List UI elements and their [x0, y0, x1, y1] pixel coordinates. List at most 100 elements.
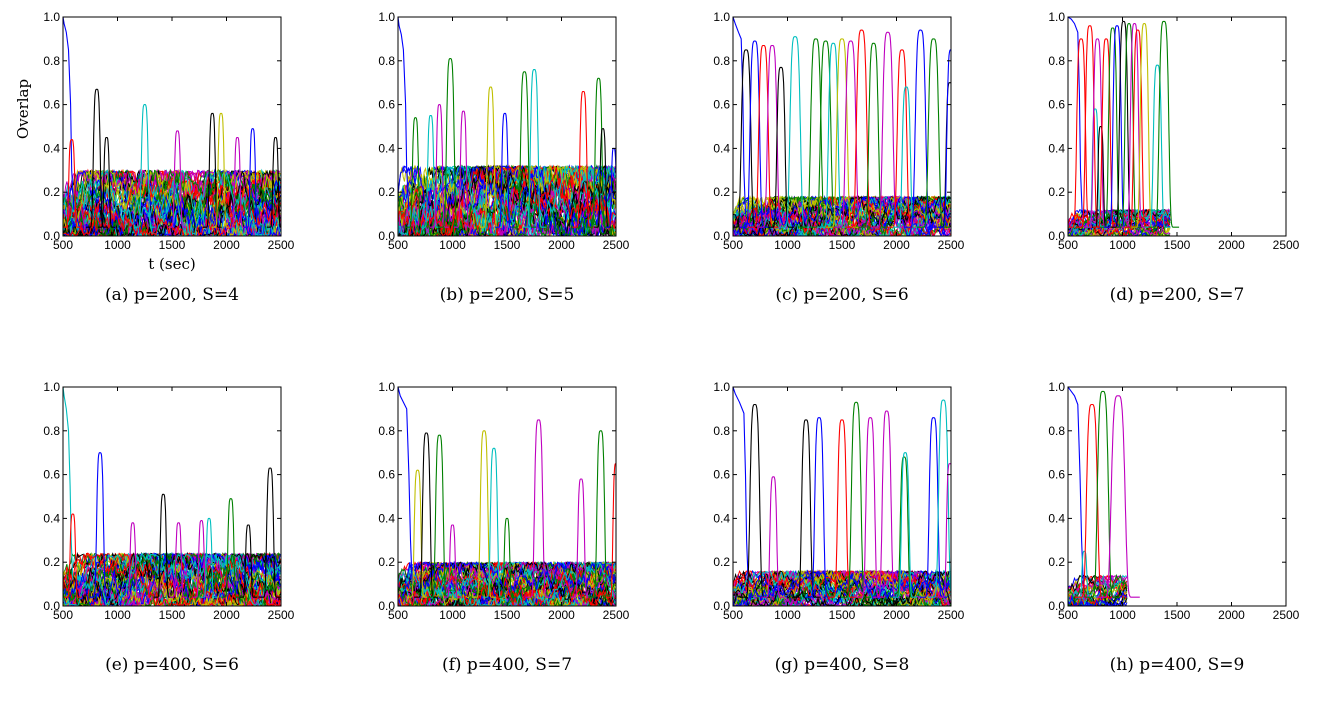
x-tick-label: 2000	[213, 238, 240, 252]
subplot-caption: (a) p=200, S=4	[105, 285, 239, 305]
y-tick-label: 0.8	[713, 424, 730, 438]
y-tick-label: 0.2	[43, 555, 60, 569]
subplot-caption: (c) p=200, S=6	[775, 285, 908, 305]
series-line	[919, 417, 948, 598]
y-tick-label: 0.8	[1048, 54, 1065, 68]
background-series-line	[63, 169, 281, 236]
y-tick-label: 0.0	[43, 229, 60, 243]
y-tick-label: 0.8	[1048, 424, 1065, 438]
series-line	[1096, 395, 1140, 598]
x-tick-label: 2500	[603, 608, 630, 622]
series-line	[903, 29, 937, 228]
x-axis-label: t (sec)	[148, 255, 195, 273]
series-line	[840, 401, 872, 598]
y-tick-label: 0.2	[713, 555, 730, 569]
plot-area	[63, 387, 281, 606]
x-tick-label: 1500	[494, 238, 521, 252]
x-tick-label: 1000	[439, 238, 466, 252]
y-tick-label: 1.0	[713, 10, 730, 24]
series-line	[421, 115, 441, 228]
series-line	[228, 136, 246, 228]
series-line	[1068, 387, 1084, 585]
x-tick-label: 1000	[104, 608, 131, 622]
series-line	[937, 49, 951, 228]
series-line	[443, 524, 462, 598]
series-line	[1116, 23, 1143, 228]
series-line	[570, 478, 592, 598]
subplot-caption: (e) p=400, S=6	[105, 655, 239, 675]
x-tick-label: 1000	[774, 238, 801, 252]
subplot-caption: (b) p=200, S=5	[440, 285, 575, 305]
plot-area	[1068, 387, 1140, 606]
y-tick-label: 1.0	[378, 10, 395, 24]
series-line	[928, 399, 951, 598]
y-tick-label: 0.2	[1048, 555, 1065, 569]
y-tick-label: 0.4	[713, 141, 730, 155]
x-tick-label: 2500	[603, 238, 630, 252]
background-series-line	[733, 195, 951, 236]
series-line	[266, 136, 281, 228]
series-line	[818, 42, 849, 228]
x-tick-label: 2000	[883, 238, 910, 252]
x-tick-label: 2500	[1273, 608, 1300, 622]
series-line	[512, 71, 537, 228]
y-tick-label: 0.2	[713, 185, 730, 199]
series-line	[63, 17, 75, 210]
series-line	[243, 128, 262, 228]
series-line	[733, 49, 762, 228]
series-line	[1074, 403, 1110, 598]
series-line	[471, 430, 497, 598]
series-line	[762, 476, 784, 598]
series-line	[85, 88, 108, 228]
y-tick-label: 0.4	[713, 511, 730, 525]
background-series-line	[63, 552, 281, 606]
x-tick-label: 2000	[1218, 238, 1245, 252]
series-line	[767, 66, 794, 228]
x-tick-label: 2500	[268, 238, 295, 252]
background-series-line	[1068, 212, 1171, 236]
subplot-f: 500 1000 1500 2000 2500 0.0 0.2 0.4 0.6 0.8 1.0 (f)…	[378, 380, 629, 675]
series-line	[733, 387, 749, 585]
x-tick-label: 2500	[268, 608, 295, 622]
series-line	[1085, 390, 1121, 598]
y-tick-label: 0.0	[713, 229, 730, 243]
y-tick-label: 0.4	[1048, 511, 1065, 525]
x-tick-label: 1500	[829, 238, 856, 252]
y-tick-label: 0.8	[43, 54, 60, 68]
series-line	[856, 417, 885, 598]
series-line	[587, 77, 610, 228]
plot-area	[398, 17, 616, 236]
y-tick-label: 0.4	[43, 511, 60, 525]
y-tick-label: 0.4	[378, 511, 395, 525]
series-line	[917, 38, 950, 228]
plot-area	[63, 17, 281, 236]
y-tick-label: 1.0	[713, 380, 730, 394]
x-tick-label: 2000	[213, 608, 240, 622]
series-line	[1068, 17, 1083, 215]
background-series-line	[1068, 209, 1171, 236]
y-tick-label: 0.0	[713, 599, 730, 613]
x-tick-label: 500	[388, 238, 408, 252]
series-line	[429, 104, 449, 228]
series-line	[259, 467, 281, 598]
plot-area	[398, 387, 616, 606]
series-line	[63, 139, 82, 228]
series-line	[192, 520, 210, 598]
background-series-line	[63, 169, 281, 219]
subplot-caption: (h) p=400, S=9	[1110, 655, 1245, 675]
series-line	[63, 387, 74, 580]
y-tick-label: 0.4	[1048, 141, 1065, 155]
series-line	[169, 522, 188, 598]
y-tick-label: 0.0	[1048, 599, 1065, 613]
y-tick-label: 0.0	[378, 229, 395, 243]
series-line	[167, 130, 187, 228]
x-tick-label: 1000	[104, 238, 131, 252]
y-tick-label: 0.6	[1048, 98, 1065, 112]
series-line	[792, 419, 820, 598]
background-series-line	[733, 569, 951, 606]
x-tick-label: 500	[1058, 608, 1078, 622]
x-tick-label: 2500	[1273, 238, 1300, 252]
series-line	[133, 104, 156, 228]
y-tick-label: 0.2	[1048, 185, 1065, 199]
series-line	[893, 86, 920, 228]
